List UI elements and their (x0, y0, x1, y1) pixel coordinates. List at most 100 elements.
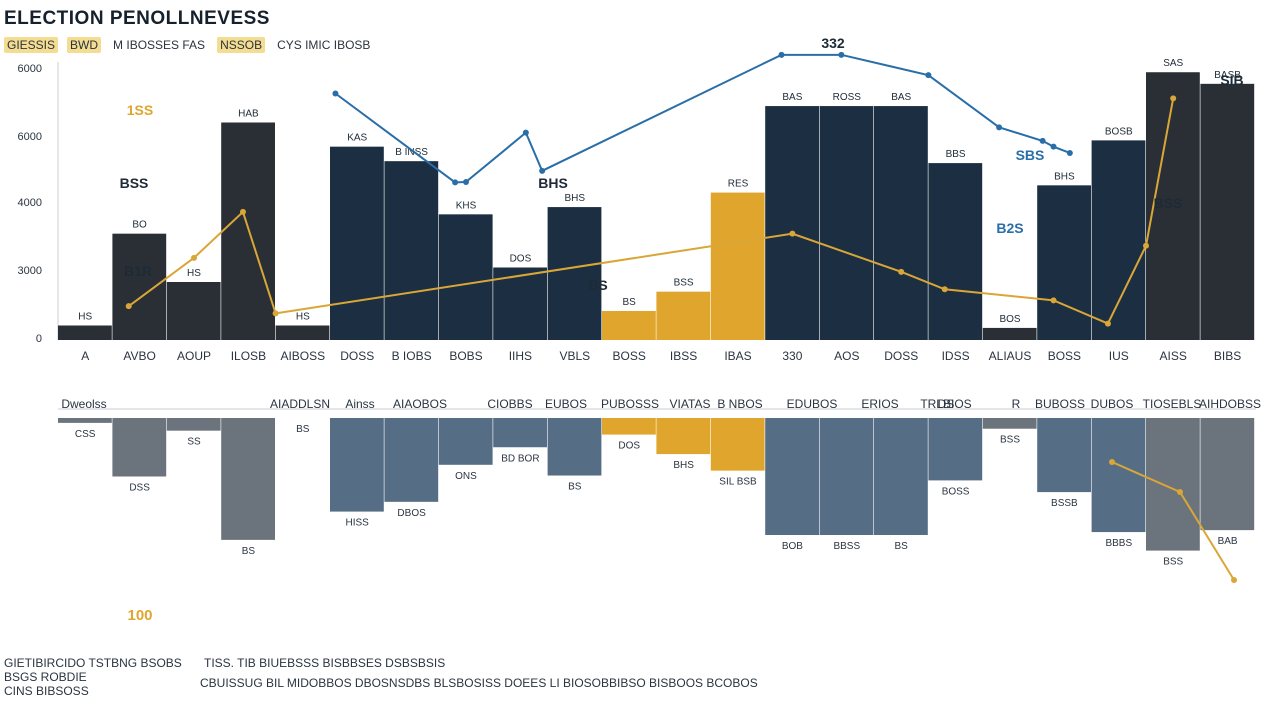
bar (1037, 185, 1091, 340)
category-label: Ainss (345, 397, 374, 411)
bar (874, 418, 928, 535)
category-label: EDUBOS (787, 397, 838, 411)
legend-item: GIESSIS (4, 37, 59, 53)
legend-item: CYS IMIC IBOSB (277, 38, 371, 52)
bar (1200, 83, 1255, 340)
footer-line: BSGS ROBDIE (4, 670, 87, 684)
side-label: 100 (127, 607, 152, 624)
x-tick-label: BOSS (1048, 349, 1081, 363)
series-point (463, 178, 469, 185)
series-point (1050, 143, 1057, 150)
series-point (789, 230, 796, 237)
data-label: BS (296, 424, 310, 435)
legend-item: BWD (67, 37, 102, 53)
bar (928, 163, 983, 340)
data-label: KHS (456, 200, 477, 211)
data-label: DBOS (397, 508, 426, 519)
bar (1146, 72, 1200, 340)
data-label: HS (187, 268, 201, 279)
data-label: ROSS (833, 92, 862, 103)
data-label: BHS (1054, 171, 1075, 182)
data-label: BSS (674, 278, 694, 289)
bar (330, 146, 384, 340)
bar (58, 325, 112, 340)
bar (819, 106, 874, 340)
y-tick-label: 6000 (18, 131, 42, 143)
data-label: BSS (1163, 557, 1183, 568)
bar (275, 325, 330, 340)
bar (384, 161, 439, 340)
data-label: DOS (510, 254, 532, 265)
series-point (1170, 95, 1177, 102)
x-tick-label: IUS (1109, 349, 1129, 363)
legend: GIESSIS BWD M IBOSSES FAS NSSOB CYS IMIC… (4, 36, 382, 54)
data-label: DOS (618, 441, 640, 452)
x-tick-label: BOSS (613, 349, 646, 363)
data-label: BBSS (833, 541, 860, 552)
x-tick-label: AOS (834, 349, 859, 363)
category-label: B NBOS (717, 397, 762, 411)
bar (1091, 140, 1146, 340)
series-point (1231, 577, 1237, 583)
bar (1146, 418, 1200, 551)
bar (547, 418, 602, 476)
annotation: SIB (1220, 72, 1243, 88)
data-label: RES (728, 179, 749, 190)
data-label: BBBS (1105, 538, 1132, 549)
annotation: BSS (1154, 195, 1183, 211)
bar (982, 418, 1037, 429)
annotation: B2S (996, 220, 1023, 236)
x-tick-label: IBSS (670, 349, 697, 363)
data-label: BD BOR (501, 453, 539, 464)
footer-line: CINS BIBSOSS (4, 684, 89, 698)
category-label: VIATAS (670, 397, 711, 411)
category-label: AIADDLSN (270, 397, 330, 411)
data-label: CSS (75, 429, 96, 440)
data-label: BOB (782, 541, 803, 552)
data-label: SIL BSB (719, 477, 757, 488)
annotation: 332 (821, 35, 845, 51)
series-point (125, 303, 132, 310)
series-point (1050, 297, 1057, 304)
x-tick-label: VBLS (559, 349, 590, 363)
data-label: BAS (782, 92, 802, 103)
y-tick-label: 3000 (18, 265, 42, 277)
data-label: KAS (347, 133, 367, 144)
x-tick-label: AISS (1160, 349, 1187, 363)
y-tick-label: 6000 (18, 63, 42, 75)
series-point (272, 310, 279, 317)
category-label: TRLBIOS (920, 397, 971, 411)
x-tick-label: A (81, 349, 89, 363)
data-label: HS (78, 312, 92, 323)
series-point (941, 286, 948, 293)
bar (166, 282, 221, 340)
annotation: BHS (538, 175, 568, 191)
footer-notes-left: GIETIBIRCIDO TSTBNG BSOBS BSGS ROBDIE CI… (4, 656, 182, 698)
bar (221, 418, 275, 540)
data-label: BAB (1218, 536, 1238, 547)
bar (874, 106, 928, 340)
bar (1037, 418, 1091, 493)
category-label: PUBOSSS (601, 397, 659, 411)
data-label: BS (895, 541, 909, 552)
data-label: DSS (129, 483, 150, 494)
data-label: BHS (673, 460, 694, 471)
series-point (996, 124, 1003, 131)
category-label: AIAOBOS (393, 397, 447, 411)
bar (710, 192, 765, 340)
bar (58, 418, 112, 423)
series-point (539, 167, 546, 174)
bar (547, 207, 602, 340)
bar (493, 418, 547, 448)
series-point (898, 268, 905, 275)
series-point (239, 208, 246, 215)
data-label: BBS (946, 149, 966, 160)
category-label: DS (938, 397, 955, 411)
legend-item: NSSOB (217, 37, 266, 53)
bar (656, 291, 711, 340)
x-tick-label: IDSS (942, 349, 970, 363)
x-tick-label: BOBS (449, 349, 482, 363)
category-label: AIHDOBSS (1199, 397, 1261, 411)
x-tick-label: AIBOSS (280, 349, 325, 363)
